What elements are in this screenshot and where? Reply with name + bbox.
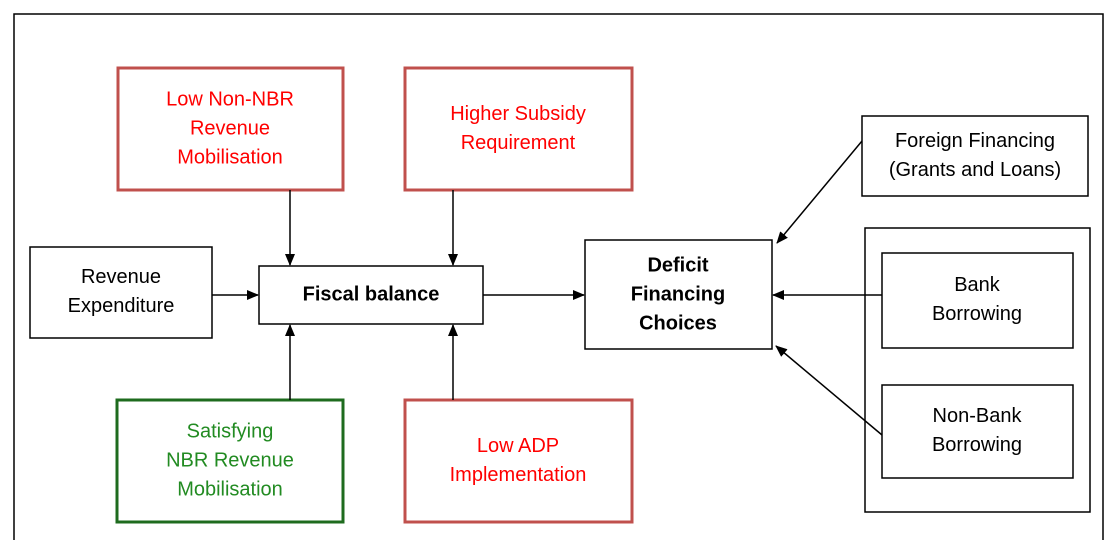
node-box — [584, 239, 773, 350]
node-label: Borrowing — [932, 303, 1022, 325]
node-label: Financing — [631, 283, 725, 305]
node-box — [881, 252, 1074, 349]
node-label: Requirement — [461, 132, 576, 154]
node-label: NBR Revenue — [166, 449, 294, 471]
arrow — [775, 345, 883, 436]
node-box — [116, 66, 345, 192]
node-label: Higher Subsidy — [450, 103, 586, 125]
node-label: Fiscal balance — [303, 283, 440, 305]
node-label: Bank — [954, 274, 1001, 296]
arrow — [776, 140, 863, 244]
node-box — [403, 66, 634, 192]
frame — [13, 13, 1104, 540]
node-label: (Grants and Loans) — [889, 159, 1061, 181]
node-label: Mobilisation — [177, 146, 283, 168]
node-label: Revenue — [81, 266, 161, 288]
node-box — [861, 115, 1089, 197]
node-label: Foreign Financing — [895, 130, 1055, 152]
node-box — [403, 398, 634, 524]
node-label: Revenue — [190, 117, 270, 139]
node-label: Mobilisation — [177, 478, 283, 500]
node-label: Low Non-NBR — [166, 88, 294, 110]
node-label: Borrowing — [932, 434, 1022, 456]
node-label: Implementation — [450, 464, 587, 486]
node-label: Deficit — [647, 254, 708, 276]
node-box — [29, 246, 213, 339]
node-box — [115, 398, 345, 524]
node-label: Low ADP — [477, 435, 559, 457]
node-box — [258, 265, 484, 325]
node-label: Satisfying — [187, 420, 274, 442]
node-box — [881, 384, 1074, 479]
node-label: Non-Bank — [933, 405, 1023, 427]
node-label: Expenditure — [68, 295, 175, 317]
node-label: Choices — [639, 312, 717, 334]
